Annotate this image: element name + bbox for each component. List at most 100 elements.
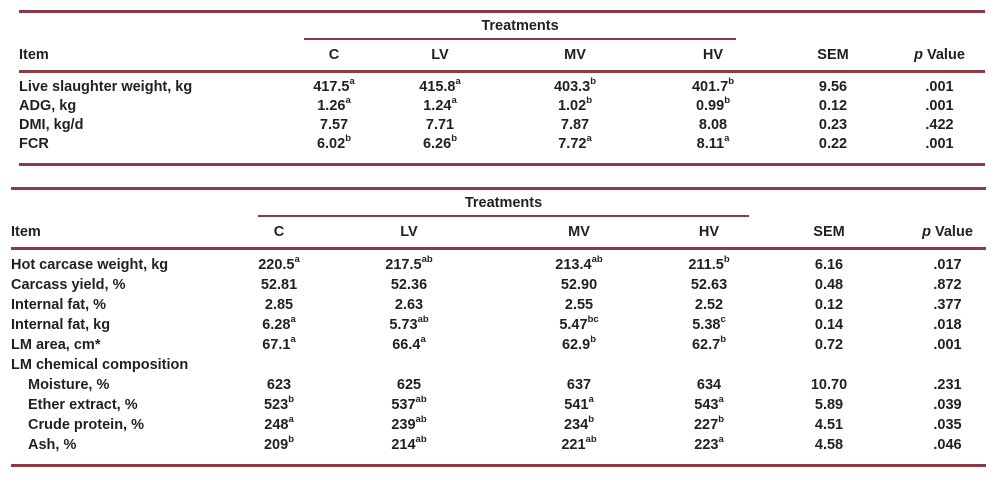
table-row: Internal fat, kg 6.28a 5.73ab 5.47bc 5.38c 0.… [11, 315, 986, 335]
data-cell: 5.47bc [559, 314, 599, 333]
treatments-spanner-label: Treatments [258, 190, 749, 217]
table-row: LM area, cm* 67.1a 66.4a 62.9b 62.7b 0.72 .001 [11, 335, 986, 355]
data-cell: 5.38c [692, 314, 726, 333]
significance-superscript: ab [415, 414, 427, 426]
significance-superscript: b [345, 133, 352, 145]
significance-superscript: b [590, 76, 597, 88]
row-label: Moisture, % [28, 377, 110, 393]
data-cell: 62.9b [561, 334, 597, 353]
row-label: Crude protein, % [28, 417, 145, 433]
data-cell: 4.58 [814, 437, 844, 453]
spanner-row: Treatments [19, 12, 985, 41]
significance-superscript: a [288, 414, 294, 426]
data-cell: 6.28a [262, 314, 296, 333]
significance-superscript: a [345, 95, 351, 107]
data-cell: 7.71 [425, 117, 455, 133]
spanner-spacer [772, 12, 985, 41]
data-cell: 0.12 [818, 98, 848, 114]
data-cell: 223a [694, 434, 724, 453]
data-cell: 1.24a [423, 95, 457, 114]
significance-superscript: b [586, 95, 593, 107]
data-cell: 634 [696, 377, 722, 393]
data-cell: 543a [694, 394, 724, 413]
column-header-hv: HV [654, 40, 772, 73]
significance-superscript: a [588, 394, 594, 406]
table-row: Internal fat, % 2.85 2.63 2.55 2.52 0.12 .377 [11, 295, 986, 315]
data-cell: 541a [564, 394, 594, 413]
significance-superscript: b [288, 394, 294, 406]
row-label: LM chemical composition [11, 357, 189, 373]
data-cell: 248a [264, 414, 294, 433]
data-cell [669, 355, 749, 375]
column-header-p-value: p Value [894, 40, 985, 73]
data-cell: 0.48 [814, 277, 844, 293]
significance-superscript: b [724, 95, 731, 107]
significance-superscript: a [290, 334, 296, 346]
row-label: Live slaughter weight, kg [19, 79, 193, 95]
row-label: Ether extract, % [28, 397, 138, 413]
data-cell: 8.08 [698, 117, 728, 133]
significance-superscript: c [720, 314, 726, 326]
significance-superscript: a [718, 434, 724, 446]
data-cell: 1.26a [317, 95, 351, 114]
significance-superscript: a [420, 334, 426, 346]
data-cell: 417.5a [313, 76, 355, 95]
data-cell: 52.36 [390, 277, 428, 293]
significance-superscript: ab [591, 254, 603, 266]
data-cell: 401.7b [691, 76, 735, 95]
data-cell: 52.81 [260, 277, 298, 293]
column-header-row: Item C LV MV HV SEM p Value [19, 40, 985, 73]
significance-superscript: b [451, 133, 458, 145]
significance-superscript: a [451, 95, 457, 107]
data-cell: 415.8a [419, 76, 461, 95]
row-label: Carcass yield, % [11, 277, 126, 293]
data-cell: 523b [263, 394, 294, 413]
column-header-row: Item C LV MV HV SEM p Value [11, 217, 986, 250]
table-row: Ash, % 209b 214ab 221ab 223a 4.58 .046 [11, 435, 986, 466]
data-cell: 0.22 [818, 136, 848, 152]
significance-superscript: a [290, 314, 296, 326]
data-cell: .001 [925, 98, 954, 114]
significance-superscript: b [590, 334, 597, 346]
table-row: Live slaughter weight, kg 417.5a 415.8a 403… [19, 72, 985, 98]
table-row: ADG, kg 1.26a 1.24a 1.02b 0.99b 0.12 .001 [19, 95, 985, 116]
data-cell: .872 [933, 277, 962, 293]
data-cell: 10.70 [810, 377, 848, 393]
column-header-sem: SEM [749, 217, 909, 250]
table-body: Live slaughter weight, kg 417.5a 415.8a 403… [19, 72, 985, 165]
data-cell: .231 [933, 377, 962, 393]
spanner-spacer [19, 12, 284, 41]
row-label: Internal fat, kg [11, 317, 111, 333]
column-header-item: Item [19, 40, 284, 73]
data-cell: 221ab [561, 434, 597, 453]
data-cell [749, 355, 909, 375]
column-header-sem: SEM [772, 40, 894, 73]
data-cell [489, 355, 669, 375]
data-cell: .017 [933, 257, 962, 273]
data-cell: 7.72a [558, 133, 592, 152]
data-cell [329, 355, 489, 375]
significance-superscript: b [288, 434, 294, 446]
significance-superscript: ab [585, 434, 597, 446]
data-cell [909, 355, 986, 375]
data-cell: 2.52 [694, 297, 724, 313]
spanner-spacer [11, 189, 229, 218]
row-label: DMI, kg/d [19, 117, 84, 133]
row-label: Ash, % [28, 437, 77, 453]
significance-superscript: ab [415, 394, 427, 406]
data-cell: 0.99b [695, 95, 731, 114]
column-header-lv: LV [329, 217, 489, 250]
table-row: Crude protein, % 248a 239ab 234b 227b 4.51 .03… [11, 415, 986, 435]
data-cell: 5.89 [814, 397, 844, 413]
data-cell: 239ab [391, 414, 427, 433]
column-header-c: C [284, 40, 384, 73]
row-label: Internal fat, % [11, 297, 107, 313]
row-label: ADG, kg [19, 98, 77, 114]
data-cell: 2.55 [564, 297, 594, 313]
significance-superscript: ab [417, 314, 429, 326]
table-row: Moisture, % 623 625 637 634 10.70 .231 [11, 375, 986, 395]
data-cell: 4.51 [814, 417, 844, 433]
data-cell: 537ab [391, 394, 427, 413]
significance-superscript: ab [421, 254, 433, 266]
data-cell: 209b [263, 434, 294, 453]
